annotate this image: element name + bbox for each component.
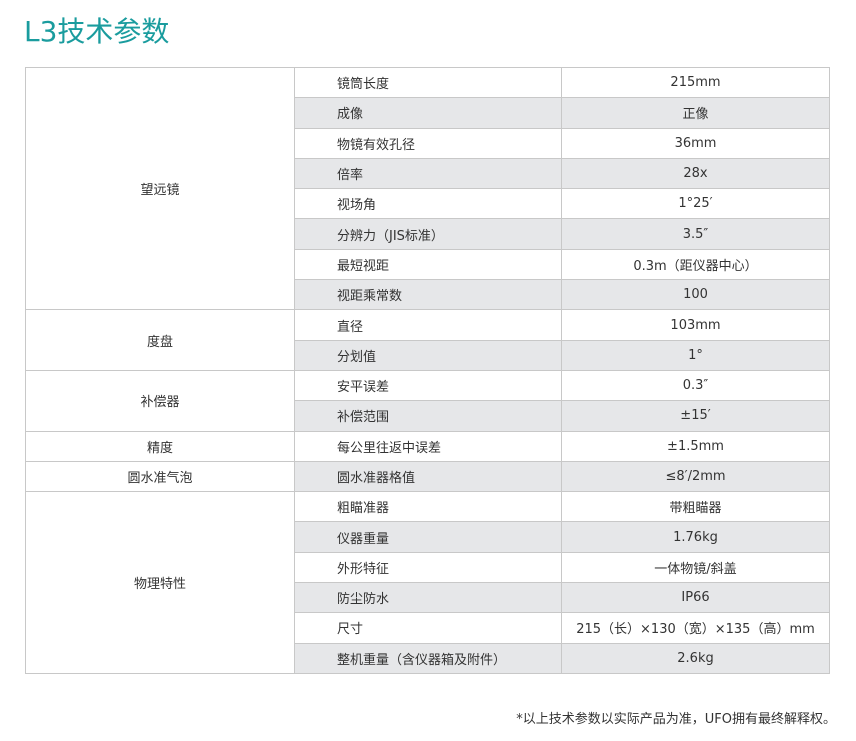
table-row: 度盘 直径 103mm [25, 309, 830, 371]
group-label: 望远镜 [25, 66, 295, 311]
group-label: 补偿器 [25, 369, 295, 432]
table-row: 分划值 1° [26, 339, 830, 371]
spec-value: 215mm [561, 66, 830, 99]
spec-value: 103mm [561, 309, 830, 341]
spec-name: 圆水准器格值 [294, 460, 562, 493]
table-row: 望远镜 镜筒长度 215mm [25, 66, 830, 311]
table-row: 成像 正像 [26, 97, 830, 129]
spec-value: 带粗瞄器 [561, 491, 830, 523]
spec-value: 215（长）×130（宽）×135（高）mm [561, 612, 830, 644]
spec-name: 整机重量（含仪器箱及附件） [294, 642, 562, 674]
spec-value: ±1.5mm [561, 430, 830, 462]
spec-value: 2.6kg [561, 642, 830, 674]
spec-name: 补偿范围 [294, 400, 562, 432]
spec-name: 每公里往返中误差 [294, 430, 562, 462]
spec-value: 0.3″ [561, 369, 830, 402]
spec-value: 1°25′ [561, 188, 830, 220]
spec-name: 粗瞄准器 [294, 491, 562, 523]
spec-name: 倍率 [294, 157, 562, 190]
spec-name: 尺寸 [294, 612, 562, 644]
table-row: 精度 每公里往返中误差 ±1.5mm [25, 430, 830, 462]
spec-name: 直径 [294, 309, 562, 341]
group-label: 精度 [25, 430, 295, 462]
spec-value: ≤8′/2mm [561, 460, 830, 493]
spec-value: IP66 [561, 582, 830, 614]
spec-value: ±15′ [561, 400, 830, 432]
table-row: 物镜有效孔径 36mm [26, 127, 830, 159]
page-title: L3技术参数 [24, 15, 170, 48]
spec-name: 视场角 [294, 188, 562, 220]
table-row: 尺寸 215（长）×130（宽）×135（高）mm [26, 612, 830, 644]
table-row: 圆水准气泡 圆水准器格值 ≤8′/2mm [25, 460, 830, 493]
spec-name: 分划值 [294, 339, 562, 371]
table-row: 物理特性 粗瞄准器 带粗瞄器 [25, 491, 830, 674]
spec-name: 安平误差 [294, 369, 562, 402]
spec-value: 100 [561, 279, 830, 311]
spec-table: 望远镜 镜筒长度 215mm 成像 正像 物镜有效孔径 36mm 倍率 28x 视场角 1°25′ 分… [25, 66, 830, 674]
spec-name: 仪器重量 [294, 521, 562, 553]
table-row: 外形特征 一体物镜/斜盖 [26, 551, 830, 584]
spec-name: 视距乘常数 [294, 279, 562, 311]
table-row: 最短视距 0.3m（距仪器中心） [26, 248, 830, 281]
table-row: 补偿器 安平误差 0.3″ [25, 369, 830, 432]
spec-value: 36mm [561, 127, 830, 159]
group-label: 物理特性 [25, 491, 295, 674]
spec-name: 物镜有效孔径 [294, 127, 562, 159]
group-label: 圆水准气泡 [25, 460, 295, 493]
spec-value: 一体物镜/斜盖 [561, 551, 830, 584]
spec-name: 分辨力（JIS标准） [294, 218, 562, 250]
spec-name: 外形特征 [294, 551, 562, 584]
table-row: 视距乘常数 100 [26, 279, 830, 311]
spec-value: 3.5″ [561, 218, 830, 250]
spec-value: 正像 [561, 97, 830, 129]
spec-value: 1° [561, 339, 830, 371]
spec-name: 成像 [294, 97, 562, 129]
table-row: 补偿范围 ±15′ [26, 400, 830, 432]
spec-value: 0.3m（距仪器中心） [561, 248, 830, 281]
group-label: 度盘 [25, 309, 295, 371]
spec-name: 最短视距 [294, 248, 562, 281]
spec-name: 防尘防水 [294, 582, 562, 614]
table-row: 分辨力（JIS标准） 3.5″ [26, 218, 830, 250]
spec-value: 28x [561, 157, 830, 190]
table-row: 整机重量（含仪器箱及附件） 2.6kg [26, 642, 830, 674]
spec-name: 镜筒长度 [294, 66, 562, 99]
table-row: 倍率 28x [26, 157, 830, 190]
table-row: 视场角 1°25′ [26, 188, 830, 220]
spec-value: 1.76kg [561, 521, 830, 553]
disclaimer-note: *以上技术参数以实际产品为准，UFO拥有最终解释权。 [516, 712, 836, 727]
